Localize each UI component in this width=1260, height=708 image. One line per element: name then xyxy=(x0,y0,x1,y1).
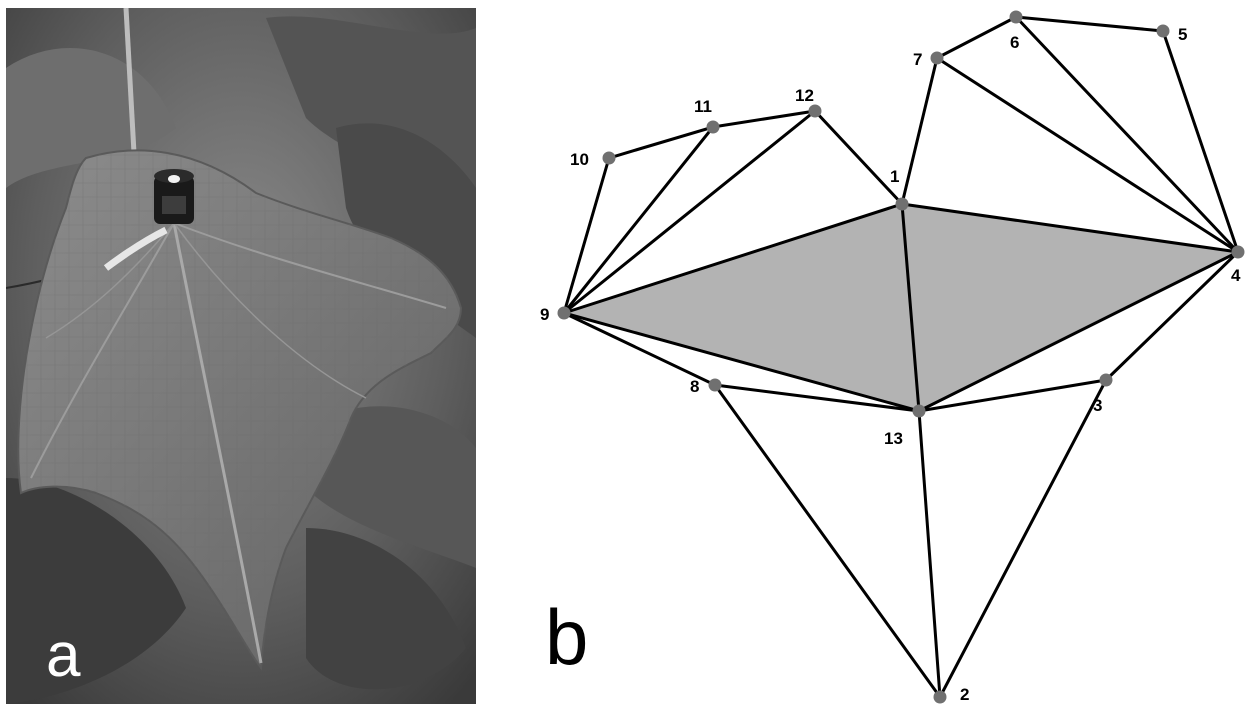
mesh-edge-1-13 xyxy=(900,202,921,413)
panel-label-b: b xyxy=(545,593,588,681)
mesh-edge-9-11 xyxy=(562,125,715,315)
panel-label-a: a xyxy=(46,621,81,690)
node-label-11: 11 xyxy=(694,97,712,116)
mesh-edge-1-7 xyxy=(900,56,939,206)
mesh-edge-10-11 xyxy=(607,125,715,160)
node-label-2: 2 xyxy=(960,685,969,704)
background-leaf xyxy=(306,528,466,690)
mesh-edge-7-4 xyxy=(935,56,1240,254)
background-leaf xyxy=(306,406,476,568)
node-label-8: 8 xyxy=(690,377,699,396)
mesh-edge-9-8 xyxy=(562,311,717,387)
node-label-9: 9 xyxy=(540,305,549,324)
background-leaf xyxy=(6,48,176,188)
mesh-edge-1-4 xyxy=(900,202,1240,254)
stem xyxy=(123,8,137,154)
mesh-edge-8-2 xyxy=(713,383,942,699)
leaf-vein xyxy=(173,222,367,399)
mesh-edge-9-1 xyxy=(562,202,904,315)
mesh-nodes xyxy=(557,10,1245,704)
mesh-edge-6-5 xyxy=(1014,15,1165,33)
leaf-photo: a xyxy=(6,8,476,704)
mesh-edge-8-13 xyxy=(713,383,921,413)
node-label-1: 1 xyxy=(890,167,899,186)
mesh-node-3 xyxy=(1099,373,1113,387)
mesh-edge-3-4 xyxy=(1104,250,1240,382)
leaf-vein xyxy=(173,222,447,309)
node-label-6: 6 xyxy=(1010,33,1019,52)
mesh-node-11 xyxy=(706,120,720,134)
mesh-node-1 xyxy=(895,197,909,211)
mesh-node-13 xyxy=(912,404,926,418)
mesh-edge-9-10 xyxy=(562,156,611,315)
mesh-node-12 xyxy=(808,104,822,118)
node-label-3: 3 xyxy=(1093,396,1102,415)
mesh-node-10 xyxy=(602,151,616,165)
mesh-edge-9-12 xyxy=(562,109,817,315)
mesh-edge-3-2 xyxy=(938,378,1108,699)
node-label-10: 10 xyxy=(570,150,589,169)
mesh-node-4 xyxy=(1231,245,1245,259)
mesh-node-7 xyxy=(930,51,944,65)
mesh-node-8 xyxy=(708,378,722,392)
shaded-regions xyxy=(564,204,1238,411)
leaf-photo-panel: a xyxy=(6,8,476,704)
shaded-region xyxy=(564,204,1238,411)
sensor-cable-white xyxy=(103,226,168,271)
mesh-diagram-panel: 1 2 3 4 5 6 7 8 9 10 11 12 13 b xyxy=(490,0,1260,708)
node-label-4: 4 xyxy=(1231,266,1241,285)
mesh-node-6 xyxy=(1009,10,1023,24)
leaf-sensor-label xyxy=(162,196,186,214)
mesh-edge-13-3 xyxy=(917,378,1108,413)
leaf-sensor-lens xyxy=(168,175,180,183)
node-label-5: 5 xyxy=(1178,25,1187,44)
node-label-13: 13 xyxy=(884,429,903,448)
mesh-edge-9-13 xyxy=(562,311,921,413)
leaf-vein xyxy=(45,222,175,339)
mesh-edge-11-12 xyxy=(711,109,817,129)
mesh-node-2 xyxy=(933,690,947,704)
mesh-edges xyxy=(562,15,1240,699)
node-label-7: 7 xyxy=(913,50,922,69)
leaf-vein xyxy=(30,222,175,479)
background-leaf xyxy=(6,478,186,704)
node-label-12: 12 xyxy=(795,86,814,105)
mesh-edge-13-4 xyxy=(917,250,1240,413)
mesh-edge-5-4 xyxy=(1161,29,1240,254)
mesh-edge-6-4 xyxy=(1014,15,1240,254)
mesh-node-5 xyxy=(1156,24,1170,38)
mesh-edge-7-6 xyxy=(935,15,1018,60)
mesh-node-9 xyxy=(557,306,571,320)
mesh-edge-12-1 xyxy=(813,109,904,206)
leaf-midrib xyxy=(172,222,263,664)
mesh-edge-13-2 xyxy=(917,409,942,699)
